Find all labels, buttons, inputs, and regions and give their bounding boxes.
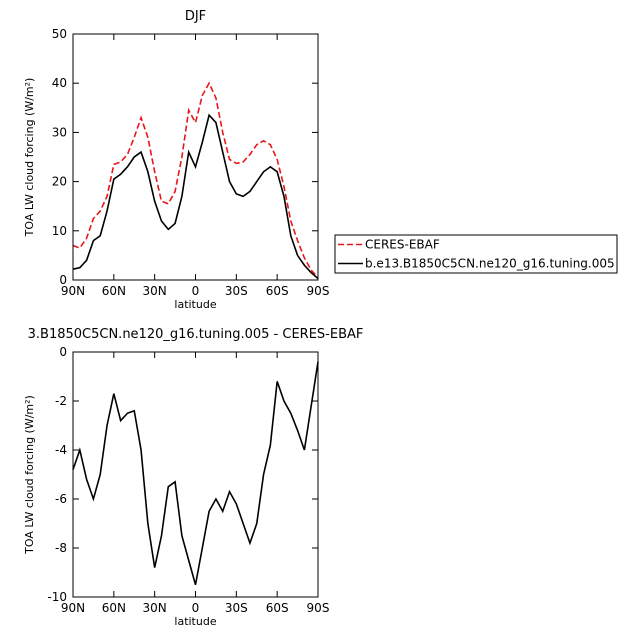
y-tick-label: 50 bbox=[52, 27, 67, 41]
x-tick-label: 0 bbox=[192, 284, 200, 298]
y-tick-label: -10 bbox=[47, 590, 67, 604]
y-tick-label: 0 bbox=[59, 273, 67, 287]
chart-title: DJF bbox=[185, 9, 206, 24]
y-tick-label: 0 bbox=[59, 345, 67, 359]
data-line bbox=[72, 361, 319, 585]
y-tick-label: -8 bbox=[55, 541, 67, 555]
y-tick-label: 40 bbox=[52, 76, 67, 90]
legend-label: CERES-EBAF bbox=[365, 238, 440, 252]
x-tick-label: 30S bbox=[225, 601, 248, 615]
x-tick-label: 0 bbox=[192, 601, 200, 615]
x-axis-label: latitude bbox=[174, 298, 216, 311]
y-tick-label: -6 bbox=[55, 492, 67, 506]
y-axis-label: TOA LW cloud forcing (W/m²) bbox=[23, 78, 36, 238]
y-tick-label: 10 bbox=[52, 224, 67, 238]
x-tick-label: 60S bbox=[266, 601, 289, 615]
x-tick-label: 60N bbox=[102, 601, 126, 615]
plot-frame bbox=[72, 33, 319, 281]
x-tick-label: 30N bbox=[143, 601, 167, 615]
y-tick-label: -4 bbox=[55, 443, 67, 457]
y-tick-label: 30 bbox=[52, 125, 67, 139]
x-tick-label: 60N bbox=[102, 284, 126, 298]
y-axis-label: TOA LW cloud forcing (W/m²) bbox=[23, 395, 36, 555]
x-tick-label: 30N bbox=[143, 284, 167, 298]
x-tick-label: 30S bbox=[225, 284, 248, 298]
x-tick-label: 60S bbox=[266, 284, 289, 298]
x-tick-label: 90S bbox=[307, 284, 330, 298]
data-line bbox=[72, 113, 319, 280]
x-axis-label: latitude bbox=[174, 615, 216, 628]
legend-label: b.e13.B1850C5CN.ne120_g16.tuning.005 bbox=[365, 257, 615, 271]
chart-title: 3.B1850C5CN.ne120_g16.tuning.005 - CERES… bbox=[28, 327, 364, 342]
x-tick-label: 90S bbox=[307, 601, 330, 615]
plot-frame bbox=[72, 351, 319, 598]
data-line bbox=[72, 81, 319, 279]
x-tick-label: 90N bbox=[61, 284, 85, 298]
y-tick-label: 20 bbox=[52, 175, 67, 189]
x-tick-label: 90N bbox=[61, 601, 85, 615]
legend-box bbox=[334, 234, 618, 274]
y-tick-label: -2 bbox=[55, 394, 67, 408]
